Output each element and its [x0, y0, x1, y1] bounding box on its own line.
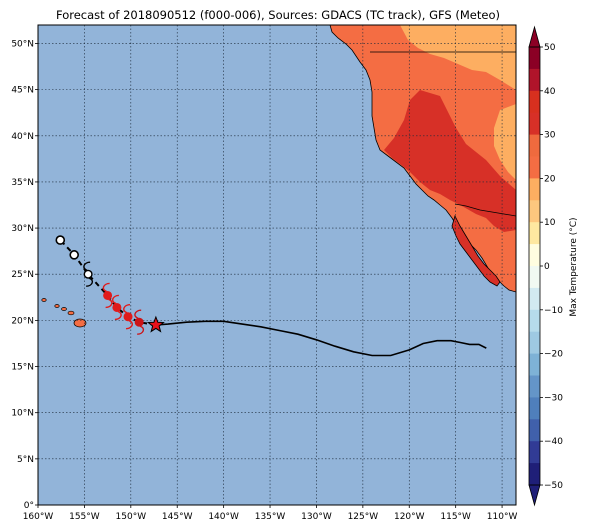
- colorbar-band: [529, 266, 540, 289]
- hurricane-icon: [111, 294, 122, 321]
- colorbar-band: [529, 134, 540, 157]
- depression-icon: [69, 250, 79, 260]
- figure-title: Forecast of 2018090512 (f000-006), Sourc…: [56, 8, 500, 22]
- colorbar-band: [529, 309, 540, 333]
- latitude-axis: 0° 5°N 10°N 15°N 20°N 25°N 30°N 35°N 40°N 45°N 50°…: [11, 39, 38, 511]
- depression-icon: [55, 235, 66, 245]
- lon-tick-label: 145°W: [162, 512, 193, 522]
- lat-tick-label: 10°N: [11, 409, 34, 419]
- land-cool-region-north: [400, 25, 516, 90]
- hurricane-icon: [123, 303, 133, 330]
- colorbar-tick-label: 40: [544, 87, 556, 97]
- colorbar-extend-min: [528, 484, 541, 507]
- lat-tick-label: 0°: [24, 501, 34, 511]
- lon-tick-label: 150°W: [116, 512, 147, 522]
- colorbar-tick-label: −30: [544, 393, 563, 403]
- lat-tick-label: 15°N: [11, 363, 34, 373]
- colorbar-band: [529, 200, 540, 223]
- land-baja-california: [451, 214, 501, 287]
- star-icon: [146, 315, 165, 333]
- colorbar-band: [529, 112, 540, 135]
- lat-tick-label: 5°N: [17, 455, 34, 465]
- colorbar-label: Max Temperature (°C): [569, 217, 579, 316]
- colorbar-band: [529, 244, 540, 267]
- lat-tick-label: 25°N: [11, 270, 34, 280]
- colorbar-band: [529, 419, 540, 442]
- lon-tick-label: 140°W: [208, 512, 239, 522]
- observed-track-line: [155, 320, 487, 357]
- border-usa-mexico: [454, 203, 516, 217]
- lon-tick-label: 135°W: [255, 512, 286, 522]
- colorbar-tick-label: −10: [544, 306, 563, 316]
- colorbar: [528, 25, 541, 507]
- colorbar-tick-label: −40: [544, 437, 563, 447]
- colorbar-tick-label: 0: [544, 262, 550, 272]
- lat-tick-label: 45°N: [11, 86, 34, 96]
- colorbar-band: [529, 222, 540, 245]
- colorbar-band: [529, 287, 540, 311]
- lon-tick-label: 110°W: [487, 512, 518, 522]
- colorbar-tick-label: 10: [544, 218, 556, 228]
- lat-tick-label: 20°N: [11, 316, 34, 326]
- colorbar-extend-max: [528, 25, 541, 48]
- lat-tick-label: 40°N: [11, 132, 34, 142]
- lat-tick-label: 30°N: [11, 224, 34, 234]
- longitude-axis: 160°W 155°W 150°W 145°W 140°W 135°W 130°W 125°W…: [23, 505, 518, 522]
- colorbar-band: [529, 375, 540, 398]
- colorbar-tick-label: −20: [544, 350, 563, 360]
- colorbar-band: [529, 463, 540, 486]
- map-panel: 160°W 155°W 150°W 145°W 140°W 135°W 130°W 125°W…: [11, 24, 518, 522]
- colorbar-band: [529, 397, 540, 420]
- land-hawaii: [41, 298, 87, 328]
- colorbar-band: [529, 47, 540, 70]
- lon-tick-label: 120°W: [394, 512, 425, 522]
- hurricane-icon: [134, 309, 145, 335]
- colorbar-band: [529, 156, 540, 179]
- colorbar-band: [529, 68, 540, 92]
- land-hot-region: [384, 90, 516, 232]
- colorbar-band: [529, 331, 540, 354]
- colorbar-band: [529, 90, 540, 114]
- colorbar-tick-label: 50: [544, 43, 556, 53]
- lon-tick-label: 155°W: [69, 512, 100, 522]
- lat-tick-label: 50°N: [11, 39, 34, 49]
- colorbar-tick-label: −50: [544, 481, 563, 491]
- land-layer: [41, 25, 516, 328]
- lon-tick-label: 130°W: [301, 512, 332, 522]
- lon-tick-label: 115°W: [440, 512, 471, 522]
- forecast-points: [55, 235, 145, 335]
- lat-tick-label: 35°N: [11, 178, 34, 188]
- colorbar-band: [529, 441, 540, 464]
- colorbar-ticks: 50 40 30 20 10 0 −10 −20 −30 −40 −50: [540, 43, 563, 491]
- colorbar-band: [529, 353, 540, 376]
- hurricane-icon: [102, 282, 113, 309]
- colorbar-tick-label: 30: [544, 131, 556, 141]
- colorbar-tick-label: 20: [544, 174, 556, 184]
- lon-tick-label: 160°W: [23, 512, 54, 522]
- lon-tick-label: 125°W: [348, 512, 379, 522]
- land-cool-region-east: [494, 104, 516, 180]
- map-frame: [37, 24, 517, 506]
- current-position: [146, 315, 165, 333]
- graticule: [38, 25, 516, 505]
- tropical-storm-icon: [83, 261, 94, 287]
- colorbar-band: [529, 178, 540, 201]
